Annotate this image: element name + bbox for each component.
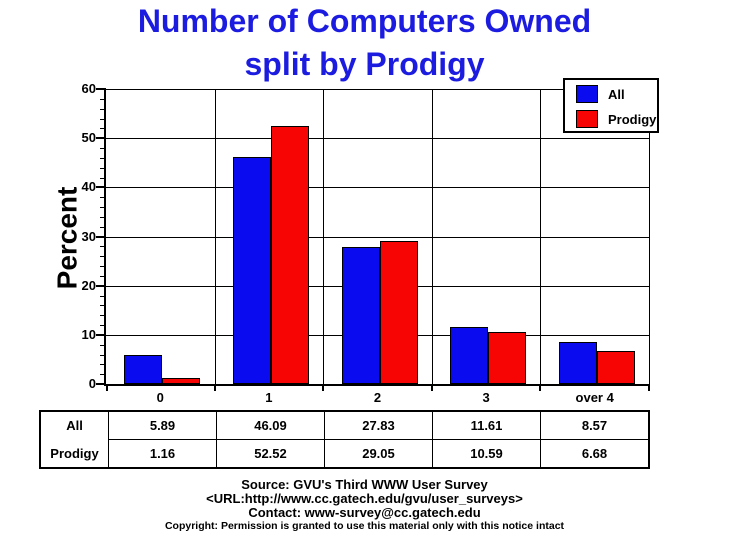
- chart-title-line2: split by Prodigy: [244, 46, 485, 82]
- y-major-tick-30: [96, 236, 106, 238]
- bar-all-over-4: [558, 342, 597, 384]
- x-axis-tick: [648, 384, 650, 391]
- y-minor-tick: [100, 325, 105, 326]
- y-tick-label-20: 20: [81, 277, 96, 293]
- table-cell-all-1: 46.09: [216, 412, 324, 440]
- bar-all-2: [341, 247, 380, 384]
- table-cell-prodigy-4: 6.68: [540, 439, 648, 467]
- bar-prodigy-0: [162, 378, 201, 384]
- x-tick-label-2: 2: [373, 390, 382, 405]
- x-axis-tick: [214, 384, 216, 391]
- legend-swatch-all: [576, 85, 598, 103]
- y-minor-tick: [100, 364, 105, 365]
- table-row-label-prodigy: Prodigy: [50, 445, 99, 461]
- y-minor-tick: [100, 315, 105, 316]
- gridline-40: [106, 187, 649, 188]
- table-cell-prodigy-2: 29.05: [324, 439, 432, 467]
- x-tick-label-3: 3: [482, 390, 490, 405]
- table-row-label-all: All: [66, 418, 83, 434]
- x-axis-tick: [539, 384, 541, 391]
- bar-all-0: [124, 355, 163, 384]
- y-minor-tick: [100, 276, 105, 277]
- y-minor-tick: [100, 99, 105, 100]
- legend-swatch-prodigy: [576, 110, 598, 128]
- bar-prodigy-1: [271, 126, 310, 384]
- gridline-60: [106, 89, 649, 90]
- bar-prodigy-over-4: [596, 351, 635, 384]
- x-axis-tick: [322, 384, 324, 391]
- x-tick-label-1: 1: [265, 390, 273, 405]
- y-minor-tick: [100, 217, 105, 218]
- y-major-tick-0: [96, 383, 106, 385]
- y-major-tick-60: [96, 88, 106, 90]
- bar-all-3: [450, 327, 489, 384]
- y-minor-tick: [100, 266, 105, 267]
- category-separator: [540, 89, 541, 384]
- legend: All Prodigy: [563, 78, 659, 133]
- table-cell-all-2: 27.83: [324, 412, 432, 440]
- footer-source: Source: GVU's Third WWW User Survey: [241, 477, 488, 492]
- y-major-tick-50: [96, 137, 106, 139]
- category-separator: [432, 89, 433, 384]
- table-cell-all-0: 5.89: [108, 412, 216, 440]
- footer-copyright: Copyright: Permission is granted to use …: [164, 520, 565, 532]
- y-tick-label-60: 60: [81, 81, 96, 96]
- y-major-tick-40: [96, 186, 106, 188]
- y-minor-tick: [100, 158, 105, 159]
- category-separator: [323, 89, 324, 384]
- y-tick-label-40: 40: [81, 179, 96, 195]
- table-cell-prodigy-3: 10.59: [432, 439, 540, 467]
- plot-area: 0 10 20 30 40 50 60 0 1 2 3 over 4: [82, 81, 650, 405]
- y-minor-tick: [100, 256, 105, 257]
- bar-all-1: [233, 157, 272, 384]
- y-minor-tick: [100, 178, 105, 179]
- y-minor-tick: [100, 207, 105, 208]
- y-minor-tick: [100, 296, 105, 297]
- y-major-tick-20: [96, 285, 106, 287]
- y-tick-label-10: 10: [81, 326, 96, 342]
- x-tick-label-0: 0: [156, 390, 164, 405]
- x-tick-label-over-4: over 4: [575, 390, 614, 405]
- legend-label-prodigy: Prodigy: [608, 112, 657, 127]
- table-cell-all-4: 8.57: [540, 412, 648, 440]
- y-tick-label-0: 0: [88, 376, 96, 391]
- y-tick-label-30: 30: [81, 228, 96, 244]
- y-minor-tick: [100, 355, 105, 356]
- y-minor-tick: [100, 374, 105, 375]
- y-minor-tick: [100, 168, 105, 169]
- y-minor-tick: [100, 128, 105, 129]
- y-minor-tick: [100, 305, 105, 306]
- gridline-30: [106, 237, 649, 238]
- y-tick-label-50: 50: [81, 130, 96, 146]
- y-minor-tick: [100, 197, 105, 198]
- legend-label-all: All: [608, 87, 625, 102]
- y-minor-tick: [100, 227, 105, 228]
- x-axis-tick: [106, 384, 108, 391]
- y-minor-tick: [100, 345, 105, 346]
- y-minor-tick: [100, 109, 105, 110]
- footer-url: <URL:http://www.cc.gatech.edu/gvu/user_s…: [206, 491, 523, 506]
- table-cell-all-3: 11.61: [432, 412, 540, 440]
- y-minor-tick: [100, 246, 105, 247]
- y-minor-tick: [100, 119, 105, 120]
- chart-title-line1: Number of Computers Owned: [137, 3, 592, 39]
- data-table: All 5.89 46.09 27.83 11.61 8.57 Prodigy 1.16 52.…: [39, 410, 650, 469]
- y-major-tick-10: [96, 334, 106, 336]
- x-axis-tick: [431, 384, 433, 391]
- table-cell-prodigy-0: 1.16: [108, 439, 216, 467]
- y-minor-tick: [100, 148, 105, 149]
- table-cell-prodigy-1: 52.52: [216, 439, 324, 467]
- footer-contact: Contact: www-survey@cc.gatech.edu: [248, 505, 481, 520]
- bar-prodigy-2: [379, 241, 418, 384]
- gridline-50: [106, 138, 649, 139]
- bar-prodigy-3: [488, 332, 527, 384]
- category-separator: [215, 89, 216, 384]
